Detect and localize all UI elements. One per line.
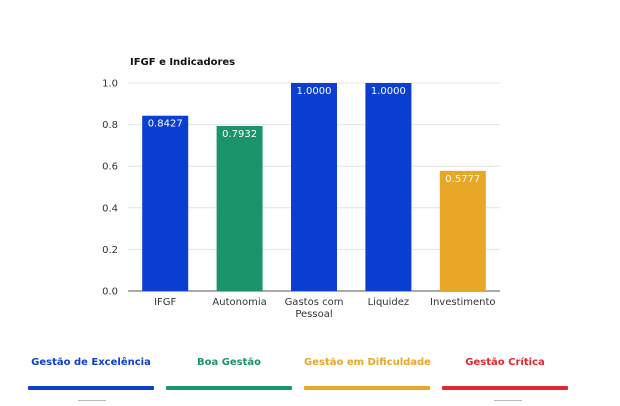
x-tick-label: Autonomia — [212, 297, 266, 308]
chart-title: IFGF e Indicadores — [130, 57, 235, 68]
chart: IFGF e Indicadores 1.0 0.8 0.6 0.4 0.2 0.0 0.… — [102, 57, 500, 320]
legend-item-excelencia: Gestão de Excelência — [28, 356, 154, 390]
legend-item-boa-gestao: Boa Gestão — [166, 356, 292, 390]
legend-color-bar-boa-gestao — [166, 386, 292, 390]
y-tick-label: 1.0 — [102, 79, 118, 90]
bar-2 — [291, 83, 337, 291]
y-tick-label: 0.2 — [102, 245, 118, 256]
legend-label-dificuldade: Gestão em Dificuldade — [304, 357, 431, 368]
y-tick-label: 0.6 — [102, 162, 118, 173]
legend-item-dificuldade: Gestão em Dificuldade — [304, 356, 431, 390]
y-tick-label: 0.4 — [102, 203, 118, 214]
legend-item-critica: Gestão Crítica — [442, 356, 568, 390]
x-tick-label: Liquidez — [368, 297, 410, 308]
data-label: 1.0000 — [371, 86, 406, 97]
x-tick-label: Gastos com — [285, 297, 344, 308]
data-label: 1.0000 — [297, 86, 332, 97]
data-label: 0.5777 — [445, 174, 480, 185]
bar-0 — [142, 115, 189, 291]
legend-color-bar-critica — [442, 386, 568, 390]
y-tick-label: 0.8 — [102, 120, 118, 131]
legend-divider-right — [494, 400, 522, 401]
legend-color-bar-excelencia — [28, 386, 154, 390]
y-tick-label: 0.0 — [102, 287, 118, 298]
legend-label-excelencia: Gestão de Excelência — [31, 357, 151, 368]
legend-label-boa-gestao: Boa Gestão — [196, 357, 262, 368]
data-label: 0.7932 — [222, 129, 257, 140]
data-label: 0.8427 — [148, 119, 183, 130]
bar-3 — [365, 83, 412, 291]
bar-1 — [216, 126, 263, 291]
legend-color-bar-dificuldade — [304, 386, 430, 390]
x-tick-label: Investimento — [430, 297, 496, 308]
legend-label-critica: Gestão Crítica — [465, 357, 545, 368]
bar-4 — [439, 170, 486, 291]
legend-divider-left — [78, 400, 106, 401]
legend: Gestão de Excelência Boa Gestão Gestão e… — [0, 356, 620, 406]
x-tick-label: IFGF — [154, 297, 176, 308]
x-tick-label: Pessoal — [295, 309, 332, 320]
